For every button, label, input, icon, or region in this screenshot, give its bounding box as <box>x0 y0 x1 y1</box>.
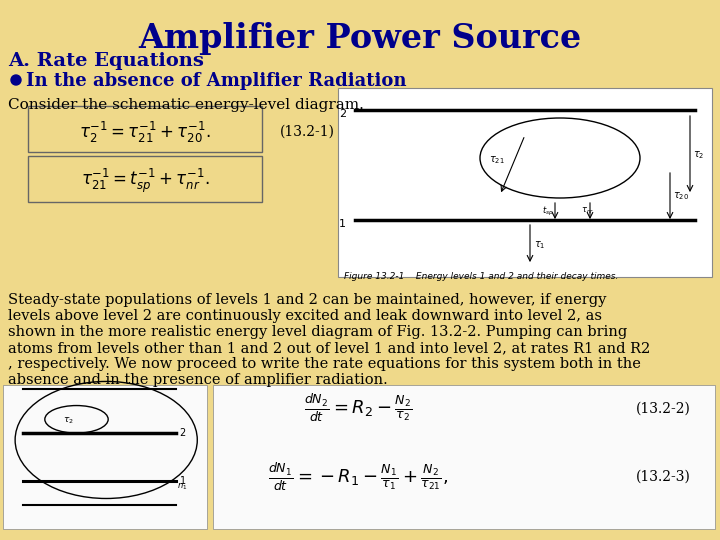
Text: $\tau_2^{-1} = \tau_{21}^{-1} + \tau_{20}^{-1}.$: $\tau_2^{-1} = \tau_{21}^{-1} + \tau_{20… <box>79 119 211 145</box>
Text: $n_1$: $n_1$ <box>178 481 188 491</box>
Text: $\frac{dN_2}{dt} = R_2 - \frac{N_2}{\tau_2}$: $\frac{dN_2}{dt} = R_2 - \frac{N_2}{\tau… <box>304 393 412 424</box>
Circle shape <box>11 75 21 85</box>
Text: $\tau_{21}$: $\tau_{21}$ <box>489 154 505 166</box>
Text: $\tau_2$: $\tau_2$ <box>693 149 704 161</box>
Text: 1: 1 <box>339 219 346 229</box>
Text: 2: 2 <box>179 428 186 438</box>
Text: Consider the schematic energy-level diagram.: Consider the schematic energy-level diag… <box>8 98 364 112</box>
Text: (13.2-2): (13.2-2) <box>636 401 691 415</box>
Text: Steady-state populations of levels 1 and 2 can be maintained, however, if energy: Steady-state populations of levels 1 and… <box>8 293 606 307</box>
Text: $\frac{dN_1}{dt} = -R_1 - \frac{N_1}{\tau_1} + \frac{N_2}{\tau_{21}},$: $\frac{dN_1}{dt} = -R_1 - \frac{N_1}{\ta… <box>268 461 448 493</box>
Text: (13.2-1): (13.2-1) <box>280 125 335 139</box>
Text: 1: 1 <box>179 476 186 487</box>
Text: levels above level 2 are continuously excited and leak downward into level 2, as: levels above level 2 are continuously ex… <box>8 309 602 323</box>
FancyBboxPatch shape <box>3 385 207 529</box>
FancyBboxPatch shape <box>213 385 715 529</box>
Text: $\tau_{21}^{-1} = t_{sp}^{-1} + \tau_{nr}^{-1}.$: $\tau_{21}^{-1} = t_{sp}^{-1} + \tau_{nr… <box>81 167 210 195</box>
Text: $t_{sp}$: $t_{sp}$ <box>542 205 554 218</box>
Text: A. Rate Equations: A. Rate Equations <box>8 52 204 70</box>
Text: absence and in the presence of amplifier radiation.: absence and in the presence of amplifier… <box>8 373 388 387</box>
Text: 2: 2 <box>339 109 346 119</box>
Text: $\tau_1$: $\tau_1$ <box>534 239 546 251</box>
Text: (13.2-3): (13.2-3) <box>636 470 691 484</box>
Text: $\tau_{nr}$: $\tau_{nr}$ <box>581 206 595 217</box>
Text: atoms from levels other than 1 and 2 out of level 1 and into level 2, at rates R: atoms from levels other than 1 and 2 out… <box>8 341 650 355</box>
Text: Figure 13.2-1    Energy levels 1 and 2 and their decay times.: Figure 13.2-1 Energy levels 1 and 2 and … <box>344 272 618 281</box>
FancyBboxPatch shape <box>338 88 712 277</box>
Text: shown in the more realistic energy level diagram of Fig. 13.2-2. Pumping can bri: shown in the more realistic energy level… <box>8 325 627 339</box>
FancyBboxPatch shape <box>28 156 262 202</box>
Text: $\tau_{20}$: $\tau_{20}$ <box>673 190 689 202</box>
FancyBboxPatch shape <box>28 106 262 152</box>
Text: , respectively. We now proceed to write the rate equations for this system both : , respectively. We now proceed to write … <box>8 357 641 371</box>
Text: In the absence of Amplifier Radiation: In the absence of Amplifier Radiation <box>26 72 407 90</box>
Text: Amplifier Power Source: Amplifier Power Source <box>138 22 582 55</box>
Text: $\tau_2$: $\tau_2$ <box>63 415 73 426</box>
